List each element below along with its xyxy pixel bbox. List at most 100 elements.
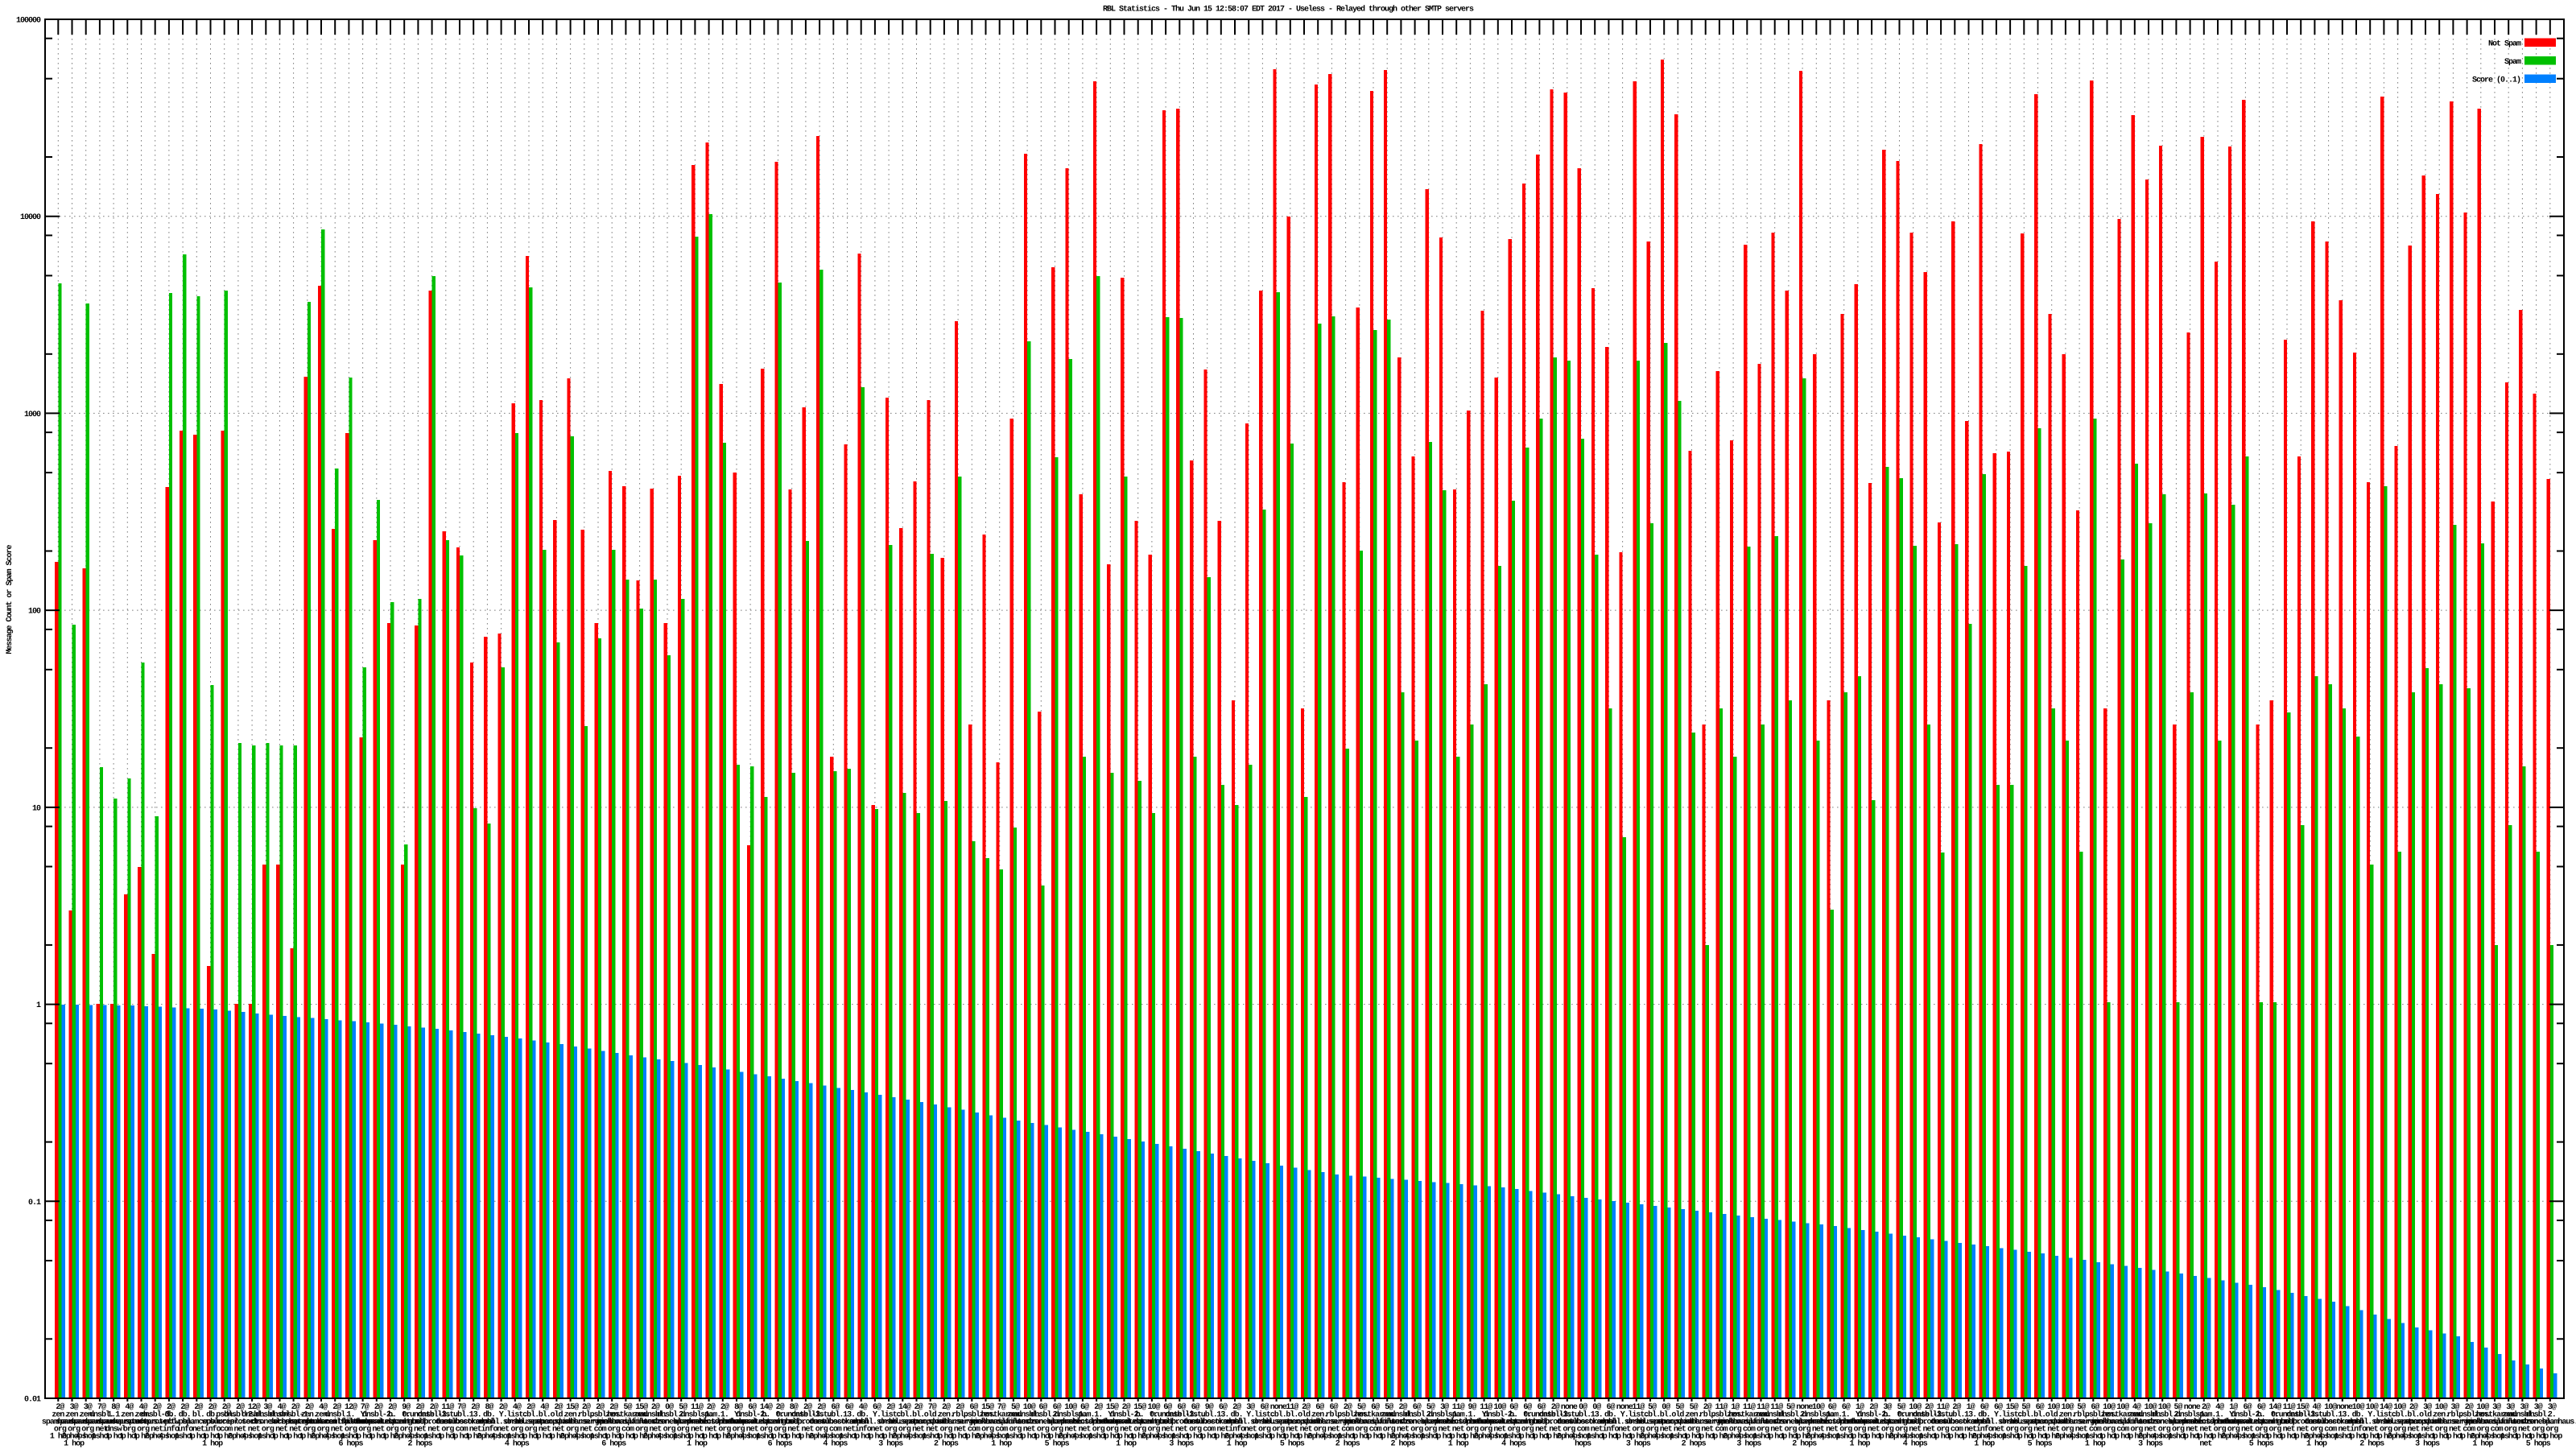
svg-text:Not Spam: Not Spam	[2488, 40, 2521, 49]
svg-text:b.: b.	[388, 1410, 396, 1420]
svg-text:10@: 10@	[2103, 1402, 2116, 1412]
svg-text:interserver.: interserver.	[1309, 1418, 1357, 1427]
svg-text:spam.: spam.	[700, 1411, 720, 1420]
svg-text:net: net	[2297, 1426, 2310, 1435]
svg-text:info: info	[855, 1425, 872, 1435]
svg-text:5 hops: 5 hops	[2249, 1439, 2274, 1449]
svg-text:net: net	[1327, 1426, 1340, 1435]
svg-text:org: org	[2504, 1426, 2517, 1435]
svg-text:org: org	[1646, 1426, 1659, 1435]
svg-text:4 hops: 4 hops	[1903, 1439, 1928, 1449]
svg-text:4 hops: 4 hops	[2484, 1432, 2509, 1442]
svg-text:dronebl.: dronebl.	[1774, 1418, 1806, 1427]
svg-text:2@: 2@	[707, 1402, 716, 1412]
svg-text:2@: 2@	[291, 1402, 300, 1412]
svg-text:1 hop: 1 hop	[119, 1432, 140, 1442]
svg-text:org: org	[54, 1426, 67, 1435]
svg-text:1 hop: 1 hop	[1435, 1432, 1455, 1442]
svg-text:Score (0..1): Score (0..1)	[2472, 76, 2520, 85]
svg-text:zen.spamhaus.: zen.spamhaus.	[2194, 1418, 2246, 1427]
svg-text:org: org	[1410, 1426, 1423, 1435]
svg-text:net: net	[469, 1426, 482, 1435]
svg-text:dnsbl.sorbs.: dnsbl.sorbs.	[1808, 1418, 1856, 1427]
svg-text:uceprotect.: uceprotect.	[730, 1418, 774, 1427]
svg-text:10@: 10@	[2324, 1402, 2337, 1412]
svg-text:uceprotect.: uceprotect.	[134, 1418, 179, 1427]
svg-text:zen.: zen.	[1007, 1411, 1023, 1420]
svg-text:org: org	[2006, 1426, 2019, 1435]
svg-text:spamhaus.: spamhaus.	[997, 1418, 1033, 1427]
svg-text:org: org	[663, 1426, 676, 1435]
svg-text:1 hop: 1 hop	[2417, 1432, 2438, 1442]
svg-text:4 hops: 4 hops	[2069, 1432, 2094, 1442]
svg-text:zen.: zen.	[1755, 1411, 1771, 1420]
svg-text:org: org	[1051, 1426, 1063, 1435]
svg-text:none: none	[1616, 1403, 1633, 1412]
svg-text:info: info	[1602, 1425, 1619, 1435]
svg-text:spamhaus.: spamhaus.	[2492, 1418, 2529, 1427]
svg-text:2@: 2@	[2465, 1402, 2474, 1412]
svg-text:1 hop: 1 hop	[2348, 1432, 2369, 1442]
svg-text:db.: db.	[206, 1410, 218, 1420]
svg-text:bl.: bl.	[2033, 1410, 2046, 1420]
svg-text:barracudacentral.: barracudacentral.	[1480, 1418, 1548, 1427]
svg-text:1 hop: 1 hop	[839, 1432, 860, 1442]
svg-text:1 hop: 1 hop	[1046, 1432, 1067, 1442]
svg-text:10@: 10@	[2116, 1402, 2129, 1412]
svg-text:org: org	[1853, 1426, 1866, 1435]
svg-text:1000: 1000	[24, 411, 41, 419]
svg-text:dnsbl.sorbs.: dnsbl.sorbs.	[1226, 1418, 1274, 1427]
svg-text:7@: 7@	[361, 1402, 369, 1412]
svg-text:4@: 4@	[2215, 1402, 2224, 1412]
svg-text:4 hops: 4 hops	[823, 1439, 848, 1449]
svg-text:1 hop: 1 hop	[687, 1432, 708, 1442]
svg-text:2 hops: 2 hops	[1059, 1432, 1084, 1442]
svg-text:cbl.: cbl.	[896, 1410, 912, 1420]
svg-text:net: net	[2283, 1426, 2296, 1435]
svg-text:dnsbl.: dnsbl.	[89, 1410, 114, 1420]
svg-text:15@: 15@	[981, 1402, 994, 1412]
svg-text:spamhaus.: spamhaus.	[1717, 1418, 1753, 1427]
svg-text:net: net	[1216, 1426, 1229, 1435]
svg-text:2 hops: 2 hops	[726, 1432, 751, 1442]
svg-text:3@: 3@	[1246, 1402, 1255, 1412]
svg-text:uceprotect.: uceprotect.	[785, 1418, 829, 1427]
svg-text:org: org	[760, 1426, 773, 1435]
svg-text:dnsbl.: dnsbl.	[2526, 1410, 2550, 1420]
svg-text:1 hop: 1 hop	[133, 1432, 154, 1442]
svg-text:1 hop: 1 hop	[714, 1432, 735, 1442]
svg-text:2@: 2@	[2202, 1402, 2211, 1412]
svg-text:1 hop: 1 hop	[604, 1432, 625, 1442]
svg-text:abuseat.: abuseat.	[2384, 1418, 2416, 1427]
svg-text:2@: 2@	[236, 1402, 245, 1412]
svg-text:none: none	[2184, 1403, 2201, 1412]
svg-text:1 hop: 1 hop	[1337, 1432, 1358, 1442]
svg-text:ubl.: ubl.	[827, 1410, 843, 1420]
svg-text:4 hops: 4 hops	[657, 1432, 682, 1442]
svg-text:net: net	[1120, 1426, 1133, 1435]
svg-text:1 hop: 1 hop	[756, 1432, 777, 1442]
svg-text:3@: 3@	[2534, 1402, 2543, 1412]
svg-text:zen.: zen.	[2475, 1411, 2491, 1420]
svg-text:net: net	[1826, 1426, 1839, 1435]
svg-text:zen.: zen.	[980, 1411, 996, 1420]
svg-text:sorbs.: sorbs.	[1765, 1418, 1789, 1427]
svg-text:info: info	[2350, 1425, 2367, 1435]
svg-text:net: net	[1300, 1426, 1313, 1435]
svg-text:2@: 2@	[582, 1402, 591, 1412]
svg-text:net: net	[372, 1426, 385, 1435]
svg-text:net: net	[580, 1426, 592, 1435]
svg-text:14@: 14@	[2380, 1402, 2392, 1412]
svg-text:com: com	[968, 1426, 980, 1435]
svg-text:truncate.: truncate.	[2271, 1411, 2307, 1420]
svg-text:1 hop: 1 hop	[1600, 1432, 1621, 1442]
svg-text:org: org	[123, 1426, 136, 1435]
svg-text:6@: 6@	[1260, 1402, 1269, 1412]
svg-text:1 hop: 1 hop	[521, 1432, 542, 1442]
svg-text:2 hops: 2 hops	[2055, 1432, 2080, 1442]
svg-text:dnswl.: dnswl.	[436, 1418, 460, 1427]
svg-text:sorbs.: sorbs.	[643, 1418, 667, 1427]
svg-text:1 hop: 1 hop	[964, 1432, 985, 1442]
svg-text:1 hop: 1 hop	[1365, 1432, 1386, 1442]
svg-text:uceprotect.: uceprotect.	[273, 1418, 317, 1427]
